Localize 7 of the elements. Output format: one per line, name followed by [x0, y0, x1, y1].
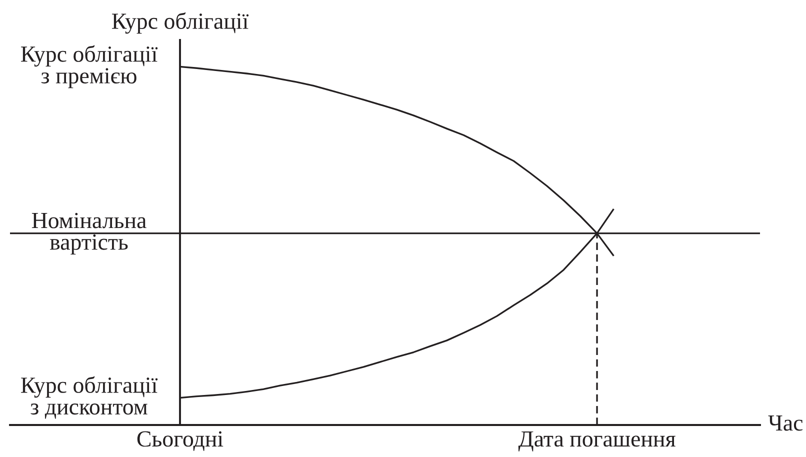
ref-line-label: Номінальна вартість [32, 212, 146, 254]
annotation: Курс облігації з премією [21, 45, 158, 88]
x-axis-title: Час [768, 416, 803, 431]
x-tick-label: Сьогодні [137, 431, 224, 451]
y-axis-title: Курс облігації [112, 12, 249, 34]
annotation: Курс облігації з дисконтом [21, 376, 158, 419]
x-tick-label: Дата погашення [518, 431, 676, 452]
